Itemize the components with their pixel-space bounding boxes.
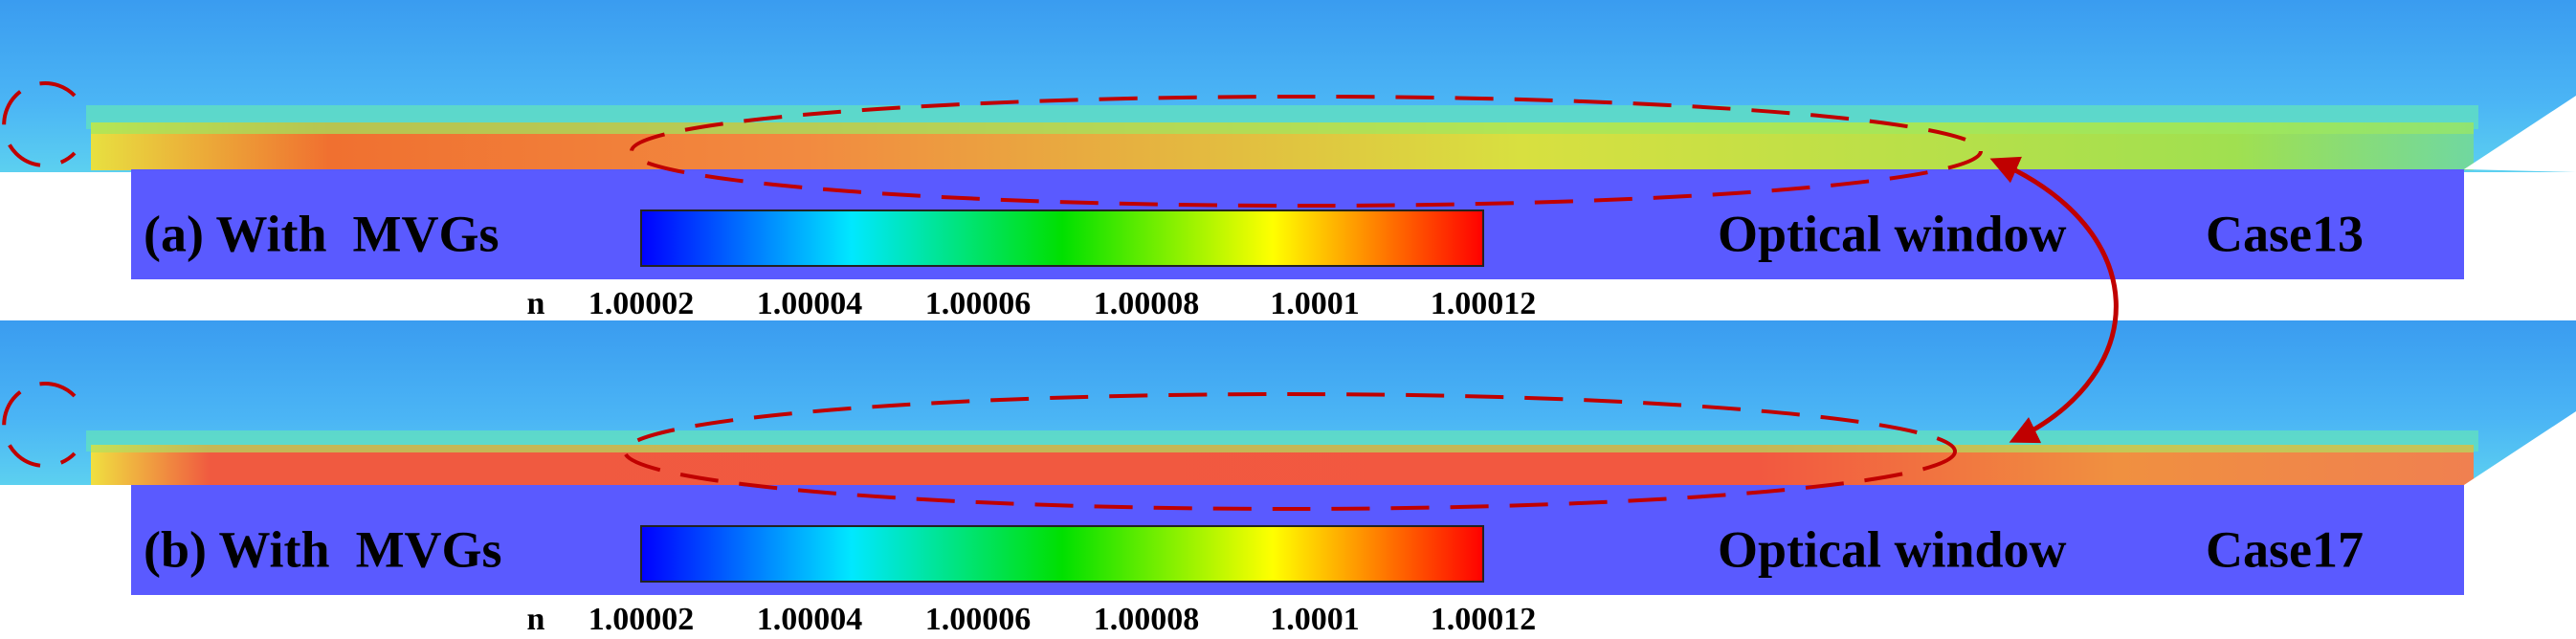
flow-field-b bbox=[0, 320, 2576, 485]
colorbar-tick-label: 1.0001 bbox=[1270, 286, 1360, 321]
colorbar-tick-label: 1.00004 bbox=[757, 602, 863, 637]
panel-label: (a) With MVGs bbox=[144, 205, 500, 262]
colorbar-b bbox=[640, 525, 1484, 583]
colorbar-tick-label: 1.00006 bbox=[925, 286, 1032, 321]
colorbar-tick-label: 1.00008 bbox=[1094, 286, 1200, 321]
colorbar-tick-label: 1.00002 bbox=[588, 286, 695, 321]
colorbar-a bbox=[640, 209, 1484, 267]
colorbar-tick-label: 1.00012 bbox=[1431, 286, 1537, 321]
colorbar-tick-label: 1.00008 bbox=[1094, 602, 1200, 637]
annotation bbox=[2, 81, 1983, 511]
colorbar-label: n bbox=[527, 602, 545, 637]
flow-field-a bbox=[0, 0, 2576, 172]
colorbar-label: n bbox=[527, 286, 545, 321]
colorbar-tick-label: 1.00002 bbox=[588, 602, 695, 637]
panel-label: (b) With MVGs bbox=[144, 520, 502, 578]
colorbar-tick-label: 1.00004 bbox=[757, 286, 863, 321]
arrow bbox=[1989, 156, 2119, 444]
case-label: Case13 bbox=[2206, 205, 2364, 262]
colorbar-tick-label: 1.00012 bbox=[1431, 602, 1537, 637]
colorbar-tick-label: 1.0001 bbox=[1270, 602, 1360, 637]
case-label: Case17 bbox=[2206, 520, 2364, 578]
colorbar-tick-label: 1.00006 bbox=[925, 602, 1032, 637]
window-label: Optical window bbox=[1718, 520, 2067, 578]
window-label: Optical window bbox=[1718, 205, 2067, 262]
